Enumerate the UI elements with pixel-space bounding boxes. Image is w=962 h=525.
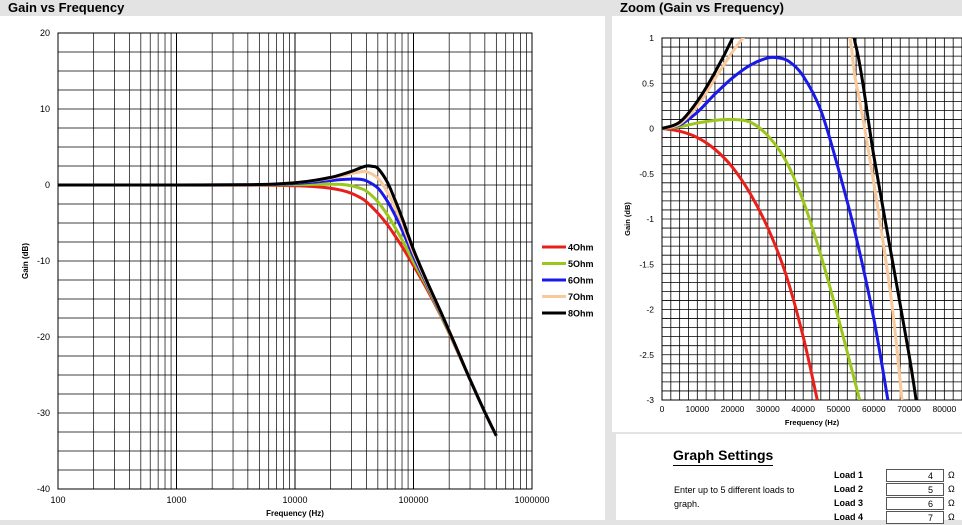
x-tick-label: 80000 — [933, 404, 957, 414]
x-tick-label: 50000 — [827, 404, 851, 414]
y-tick-label: -1 — [646, 214, 654, 224]
zoom-chart-title: Zoom (Gain vs Frequency) — [620, 0, 784, 15]
x-tick-label: 10000 — [282, 495, 307, 505]
y-tick-label: 0 — [649, 124, 654, 134]
load-label: Load 3 — [834, 498, 864, 508]
legend-label: 7Ohm — [568, 292, 594, 302]
y-tick-label: 20 — [40, 28, 50, 38]
x-axis-label: Frequency (Hz) — [785, 418, 840, 427]
series-line-5ohm — [662, 117, 862, 400]
x-tick-label: 100000 — [398, 495, 428, 505]
ohm-unit: Ω — [948, 484, 955, 494]
zoom-chart-panel: 1 0.5 0 -0.5 -1 -1.5 -2 -2.5 -3 0 10000 20000 30000 4… — [612, 16, 962, 432]
y-tick-label: -20 — [37, 332, 50, 342]
y-axis-label: Gain (dB) — [623, 202, 632, 236]
series-line-8ohm — [58, 164, 498, 437]
y-tick-label: 1 — [649, 33, 654, 43]
legend-label: 4Ohm — [568, 243, 594, 253]
series-line-7ohm — [662, 38, 904, 400]
x-axis-label: Frequency (Hz) — [266, 509, 324, 518]
y-tick-label: -40 — [37, 484, 50, 494]
x-tick-label: 20000 — [721, 404, 745, 414]
y-tick-label: -2.5 — [639, 350, 654, 360]
y-tick-label: -0.5 — [639, 169, 654, 179]
series-line-6ohm — [662, 55, 890, 400]
load-label: Load 4 — [834, 512, 864, 522]
load-label: Load 1 — [834, 470, 864, 480]
y-axis-label: Gain (dB) — [21, 243, 30, 279]
load-label: Load 2 — [834, 484, 864, 494]
x-tick-label: 1000 — [166, 495, 186, 505]
x-tick-label: 70000 — [897, 404, 921, 414]
load-input[interactable]: 4 — [886, 469, 944, 482]
x-tick-label: 60000 — [862, 404, 886, 414]
x-tick-label: 40000 — [791, 404, 815, 414]
x-tick-label: 100 — [50, 495, 65, 505]
graph-settings-description: Enter up to 5 different loads to graph. — [674, 485, 795, 509]
series-line-4ohm — [662, 127, 819, 400]
ohm-unit: Ω — [948, 512, 955, 522]
x-tick-label: 10000 — [685, 404, 709, 414]
graph-settings-panel: Graph Settings Enter up to 5 different l… — [616, 434, 962, 524]
y-tick-label: -3 — [646, 395, 654, 405]
load-input[interactable]: 7 — [886, 511, 944, 524]
series-line-8ohm — [662, 38, 918, 400]
x-tick-label: 30000 — [756, 404, 780, 414]
legend-label: 6Ohm — [568, 276, 594, 286]
y-tick-label: -10 — [37, 256, 50, 266]
legend-label: 8Ohm — [568, 309, 594, 319]
y-tick-label: 0 — [45, 180, 50, 190]
ohm-unit: Ω — [948, 498, 955, 508]
load-input[interactable]: 6 — [886, 497, 944, 510]
x-tick-label: 0 — [660, 404, 665, 414]
y-tick-label: -2 — [646, 305, 654, 315]
y-tick-label: -30 — [37, 408, 50, 418]
zoom-chart: 1 0.5 0 -0.5 -1 -1.5 -2 -2.5 -3 0 10000 20000 30000 4… — [623, 33, 962, 427]
load-input[interactable]: 5 — [886, 483, 944, 496]
legend-label: 5Ohm — [568, 259, 594, 269]
main-chart-panel: 20 10 0 -10 -20 -30 -40 100 1000 10000 100000 10000… — [0, 16, 605, 520]
y-tick-label: -1.5 — [639, 259, 654, 269]
graph-settings-title: Graph Settings — [673, 447, 774, 466]
y-tick-label: 10 — [40, 104, 50, 114]
y-tick-label: 0.5 — [642, 78, 654, 88]
x-tick-label: 1000000 — [514, 495, 549, 505]
main-chart-title: Gain vs Frequency — [8, 0, 125, 15]
ohm-unit: Ω — [948, 470, 955, 480]
